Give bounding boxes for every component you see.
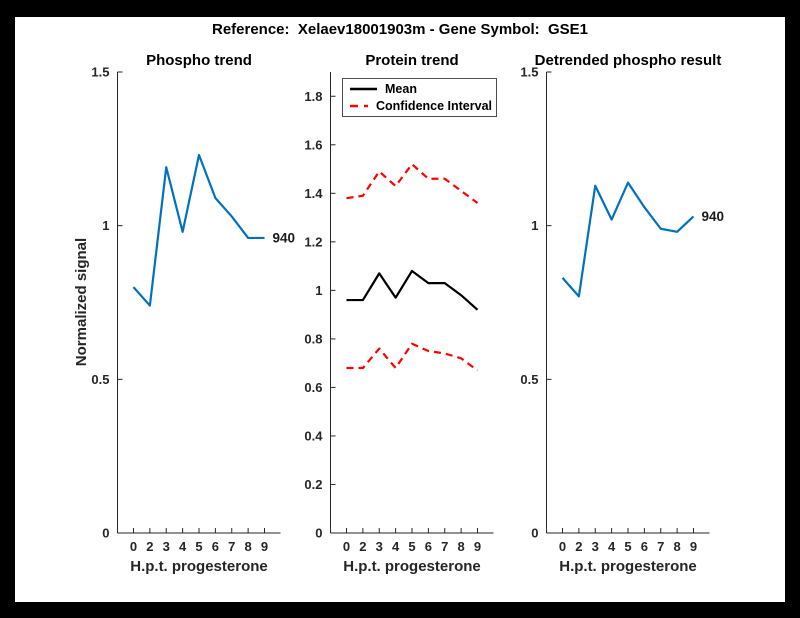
subplot3-x-label: H.p.t. progesterone <box>559 558 697 575</box>
x-tick-label: 5 <box>408 539 415 554</box>
y-tick-label: 0.4 <box>304 428 323 443</box>
y-tick-label: 0.8 <box>304 331 322 346</box>
subplot3-title: Detrended phospho result <box>534 52 722 69</box>
y-tick-label: 0.2 <box>304 477 322 492</box>
series-line-phospho-signal <box>132 153 265 307</box>
ci-dashed-line-swatch-icon <box>350 104 368 107</box>
x-tick-label: 6 <box>425 539 432 554</box>
y-tick-label: 1 <box>315 283 322 298</box>
x-tick-label: 3 <box>376 539 383 554</box>
y-tick-label: 0.5 <box>520 372 538 387</box>
y-tick-label: 0 <box>102 526 109 541</box>
x-tick-label: 8 <box>674 539 681 554</box>
y-tick-label: 1.6 <box>304 137 322 152</box>
x-tick-label: 4 <box>392 539 400 554</box>
legend-box: Mean Confidence Interval <box>342 78 497 117</box>
y-tick-label: 1.8 <box>304 89 322 104</box>
legend-label-mean: Mean <box>385 82 417 97</box>
x-tick-label: 4 <box>608 539 616 554</box>
x-tick-label: 2 <box>146 539 153 554</box>
x-tick-label: 2 <box>575 539 582 554</box>
subplot2-x-label: H.p.t. progesterone <box>343 558 481 575</box>
x-tick-label: 4 <box>179 539 187 554</box>
y-tick-label: 0 <box>315 526 322 541</box>
x-tick-label: 7 <box>441 539 448 554</box>
x-tick-label: 6 <box>212 539 219 554</box>
x-tick-label: 9 <box>474 539 481 554</box>
y-tick-label: 0 <box>531 526 538 541</box>
series-line-detrended-phospho-signal <box>561 181 695 298</box>
y-tick-label: 1.4 <box>304 186 323 201</box>
x-tick-label: 5 <box>624 539 631 554</box>
y-tick-label: 1.5 <box>91 65 109 80</box>
x-tick-label: 3 <box>592 539 599 554</box>
mean-line-swatch-icon <box>350 88 377 91</box>
x-tick-label: 8 <box>458 539 465 554</box>
x-tick-label: 2 <box>359 539 366 554</box>
legend-entry-mean: Mean <box>350 82 492 96</box>
y-tick-label: 0.5 <box>91 372 109 387</box>
x-tick-label: 3 <box>163 539 170 554</box>
x-tick-label: 0 <box>130 539 137 554</box>
subplot1-title: Phospho trend <box>146 52 252 69</box>
x-tick-label: 9 <box>261 539 268 554</box>
series-end-label: 940 <box>702 209 725 224</box>
series-line-mean <box>346 269 479 311</box>
y-tick-label: 1.2 <box>304 234 322 249</box>
y-tick-label: 1.5 <box>520 65 538 80</box>
y-tick-label: 1 <box>531 218 538 233</box>
legend-label-confidence-interval: Confidence Interval <box>376 98 492 113</box>
x-tick-label: 8 <box>245 539 252 554</box>
x-tick-label: 5 <box>195 539 202 554</box>
y-tick-label: 1 <box>102 218 109 233</box>
series-line-confidence-interval-lower <box>346 342 479 372</box>
series-line-confidence-interval-upper <box>346 163 479 204</box>
y-tick-label: 0.6 <box>304 380 322 395</box>
x-tick-label: 6 <box>641 539 648 554</box>
figure-title: Reference: Xelaev18001903m - Gene Symbol… <box>211 21 589 38</box>
legend-entry-confidence-interval: Confidence Interval <box>350 99 492 113</box>
x-tick-label: 0 <box>343 539 350 554</box>
x-tick-label: 9 <box>690 539 697 554</box>
subplot1-x-label: H.p.t. progesterone <box>130 558 268 575</box>
series-end-label: 940 <box>273 230 296 245</box>
subplot2-title: Protein trend <box>365 52 459 69</box>
x-tick-label: 7 <box>228 539 235 554</box>
x-tick-label: 0 <box>559 539 566 554</box>
x-tick-label: 7 <box>657 539 664 554</box>
